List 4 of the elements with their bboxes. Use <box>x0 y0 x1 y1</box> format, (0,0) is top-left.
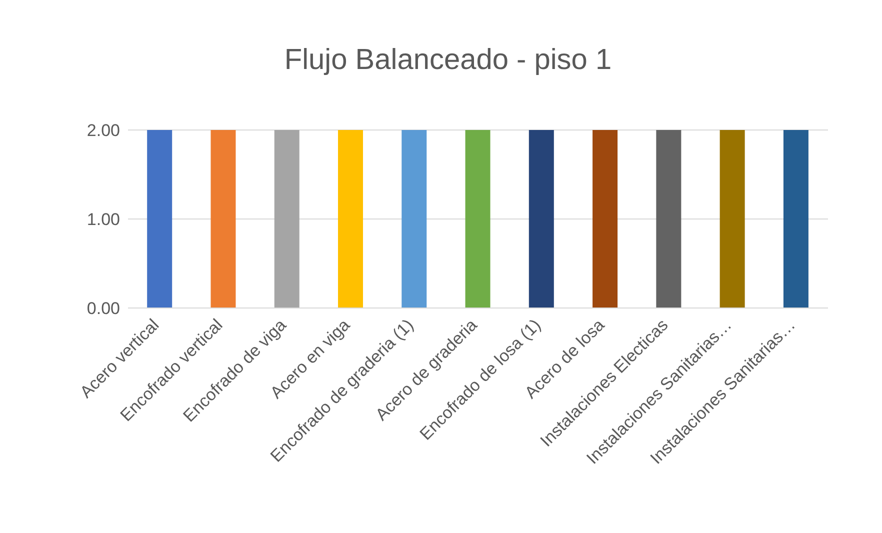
y-tick-label: 2.00 <box>86 121 120 140</box>
chart-title: Flujo Balanceado - piso 1 <box>283 44 613 77</box>
y-tick-label: 0.00 <box>86 299 120 318</box>
y-tick-label: 1.00 <box>86 210 120 230</box>
